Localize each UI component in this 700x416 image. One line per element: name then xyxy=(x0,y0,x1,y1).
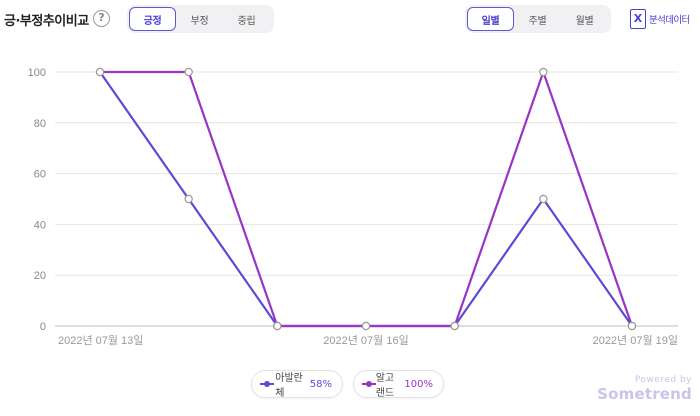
y-tick-label-20: 20 xyxy=(34,270,46,282)
tab-monthly[interactable]: 월별 xyxy=(575,15,594,27)
data-point-1-3 xyxy=(361,321,371,331)
chart-header: 긍·부정추이비교 ? 긍정 부정 중립 일별 주별 월별 X 분석데이터 xyxy=(0,0,700,40)
legend-label-algorand: 알고랜드 xyxy=(375,373,395,399)
data-point-1-5 xyxy=(539,67,548,77)
legend-value-avalanche: 58% xyxy=(309,378,332,390)
tab-negative[interactable]: 부정 xyxy=(190,15,209,27)
x-tick-label-0: 2022년 07월 13일 xyxy=(58,333,143,347)
help-icon[interactable]: ? xyxy=(93,10,110,27)
data-point-1-2 xyxy=(273,321,282,331)
data-point-0-5 xyxy=(539,194,548,204)
y-tick-label-60: 60 xyxy=(34,169,46,181)
export-data-button[interactable]: X 분석데이터 xyxy=(630,9,690,29)
sometrend-logo: Sometrend xyxy=(597,385,692,403)
series-line-1 xyxy=(100,70,634,328)
legend-item-algorand[interactable]: 알고랜드 100% xyxy=(353,370,444,399)
export-data-label: 분석데이터 xyxy=(649,15,690,26)
data-point-1-0 xyxy=(95,67,105,77)
y-tick-label-80: 80 xyxy=(34,118,46,130)
data-point-1-4 xyxy=(450,321,459,331)
trend-line-chart: 0 20 40 60 80 100 2022년 07월 13일 2022년 07월 16일 20… xyxy=(28,67,678,347)
excel-icon: X xyxy=(630,9,646,29)
data-point-1-1 xyxy=(184,67,193,77)
chart-legend: 아발란체 58% 알고랜드 100% xyxy=(0,370,700,400)
legend-value-algorand: 100% xyxy=(404,378,433,390)
legend-marker-algorand xyxy=(362,379,376,389)
legend-item-avalanche[interactable]: 아발란체 58% xyxy=(251,370,343,399)
series-line-0 xyxy=(99,71,633,328)
tab-neutral[interactable]: 중립 xyxy=(237,15,256,27)
tab-daily[interactable]: 일별 xyxy=(467,7,514,31)
tab-positive[interactable]: 긍정 xyxy=(129,7,176,31)
x-tick-label-3: 2022년 07월 16일 xyxy=(323,333,408,347)
legend-marker-avalanche xyxy=(259,379,275,389)
y-tick-label-100: 100 xyxy=(28,67,46,79)
tab-weekly[interactable]: 주별 xyxy=(528,15,547,27)
sentiment-tab-group: 긍정 부정 중립 xyxy=(127,5,274,33)
legend-label-avalanche: 아발란체 xyxy=(275,373,303,399)
period-tab-group: 일별 주별 월별 xyxy=(465,5,611,33)
powered-by-text: Powered by xyxy=(634,375,692,385)
powered-by-logo: Powered by Sometrend xyxy=(597,375,692,403)
data-point-1-6 xyxy=(627,321,637,331)
y-tick-label-0: 0 xyxy=(40,321,46,333)
data-point-0-1 xyxy=(184,194,193,204)
x-tick-label-6: 2022년 07월 19일 xyxy=(593,333,678,347)
page-title: 긍·부정추이비교 xyxy=(4,14,89,29)
y-tick-label-40: 40 xyxy=(34,219,46,231)
